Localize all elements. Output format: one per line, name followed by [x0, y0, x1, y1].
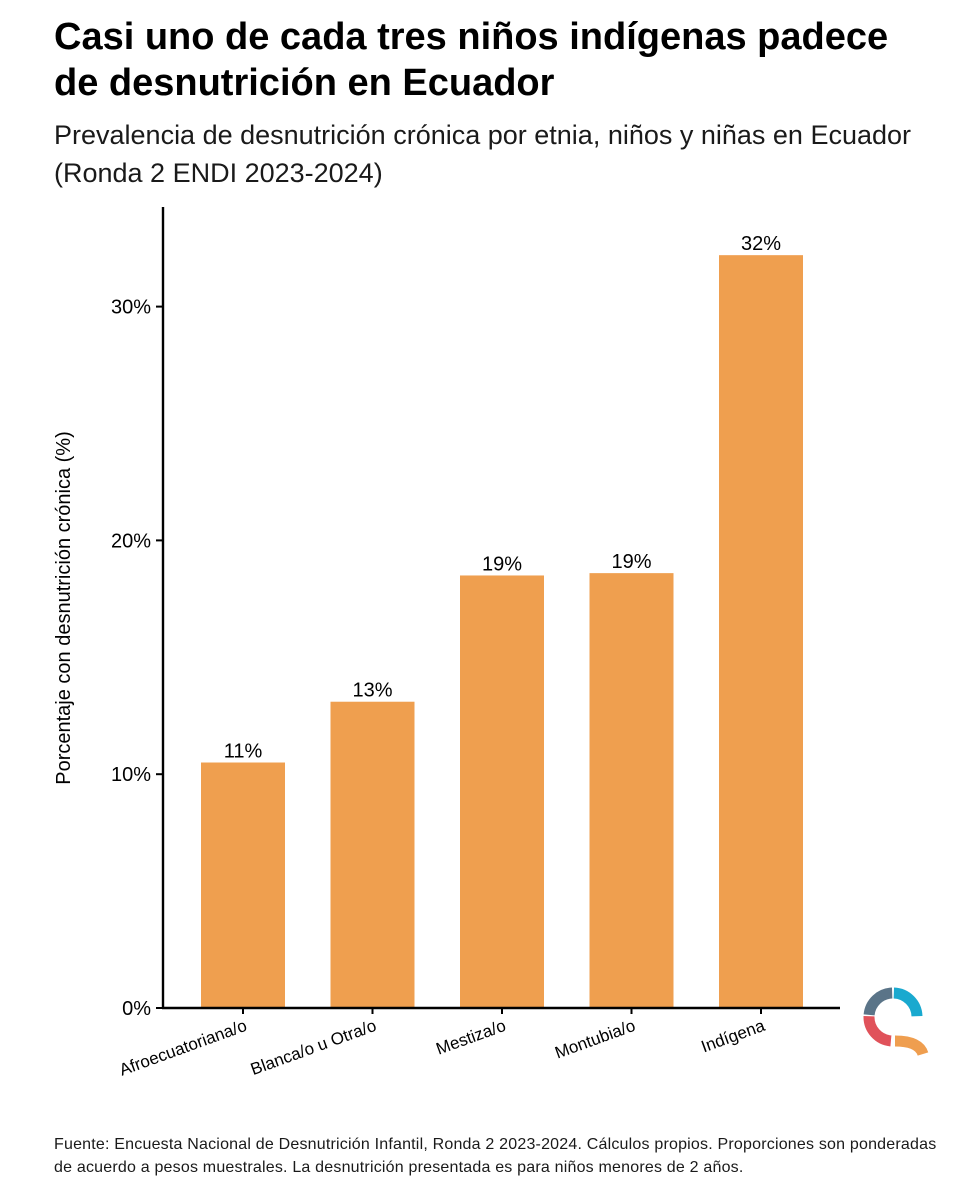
- logo-arc-slate: [863, 987, 893, 1016]
- bar-data-label-2: 19%: [482, 553, 522, 575]
- bar-1: [330, 701, 415, 1008]
- chart-subtitle: Prevalencia de desnutrición crónica por …: [54, 120, 912, 188]
- bar-data-label-1: 13%: [352, 680, 392, 702]
- bars-layer: [201, 255, 803, 1008]
- logo-arc-cyan: [893, 987, 923, 1017]
- source-footnote: Fuente: Encuesta Nacional de Desnutrició…: [54, 1136, 937, 1176]
- chart-title: Casi uno de cada tres niños indígenas pa…: [54, 16, 889, 104]
- bar-data-label-0: 11%: [224, 741, 263, 763]
- y-tick-label-3: 30%: [111, 297, 151, 319]
- data-labels-layer: 11% 13% 19% 19% 32%: [224, 233, 782, 762]
- logo-tail-orange: [894, 1035, 929, 1057]
- x-tick-label-0: Afroecuatoriana/o: [117, 1016, 250, 1080]
- bar-data-label-3: 19%: [611, 551, 651, 573]
- y-tick-label-1: 10%: [111, 764, 151, 786]
- bar-data-label-4: 32%: [741, 233, 781, 255]
- bar-4: [719, 255, 803, 1008]
- x-tick-label-2: Mestiza/o: [434, 1016, 509, 1059]
- q-logo-icon: [863, 987, 929, 1057]
- x-tick-label-4: Indígena: [699, 1016, 768, 1057]
- y-tick-label-0: 0%: [122, 998, 151, 1020]
- bar-2: [460, 575, 544, 1008]
- x-tick-label-3: Montubia/o: [552, 1016, 638, 1063]
- logo-arc-red: [863, 1015, 892, 1047]
- y-ticks-layer: 0% 10% 20% 30%: [111, 297, 163, 1020]
- bar-0: [201, 762, 285, 1008]
- bar-3: [589, 573, 674, 1008]
- y-axis-title: Porcentaje con desnutrición crónica (%): [53, 431, 75, 785]
- bar-chart: 11% 13% 19% 19% 32% 0% 10% 20% 30% Afroecuatori…: [53, 207, 929, 1080]
- y-tick-label-2: 20%: [111, 530, 151, 552]
- x-tick-label-1: Blanca/o u Otra/o: [248, 1016, 379, 1079]
